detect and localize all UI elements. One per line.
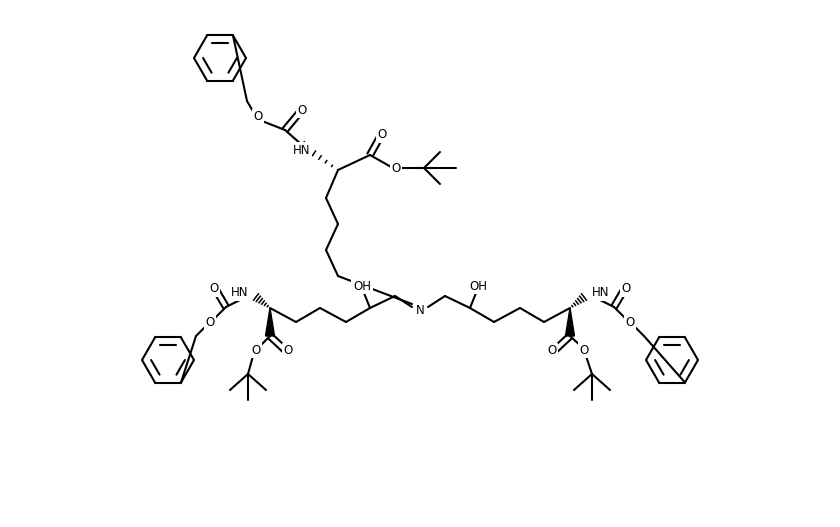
Polygon shape <box>565 308 575 336</box>
Text: O: O <box>205 316 215 328</box>
Text: O: O <box>377 129 386 142</box>
Polygon shape <box>265 308 275 336</box>
Text: O: O <box>580 344 589 356</box>
Text: O: O <box>209 282 218 296</box>
Text: O: O <box>625 316 635 328</box>
Text: N: N <box>416 304 424 317</box>
Text: O: O <box>391 161 401 174</box>
Text: OH: OH <box>469 279 487 292</box>
Text: O: O <box>622 282 631 296</box>
Text: OH: OH <box>353 279 371 292</box>
Text: HN: HN <box>592 287 610 299</box>
Text: O: O <box>254 111 263 123</box>
Text: O: O <box>297 103 307 116</box>
Text: O: O <box>283 345 292 357</box>
Text: HN: HN <box>230 287 248 299</box>
Text: HN: HN <box>292 143 310 157</box>
Text: O: O <box>548 345 557 357</box>
Text: O: O <box>251 344 260 356</box>
